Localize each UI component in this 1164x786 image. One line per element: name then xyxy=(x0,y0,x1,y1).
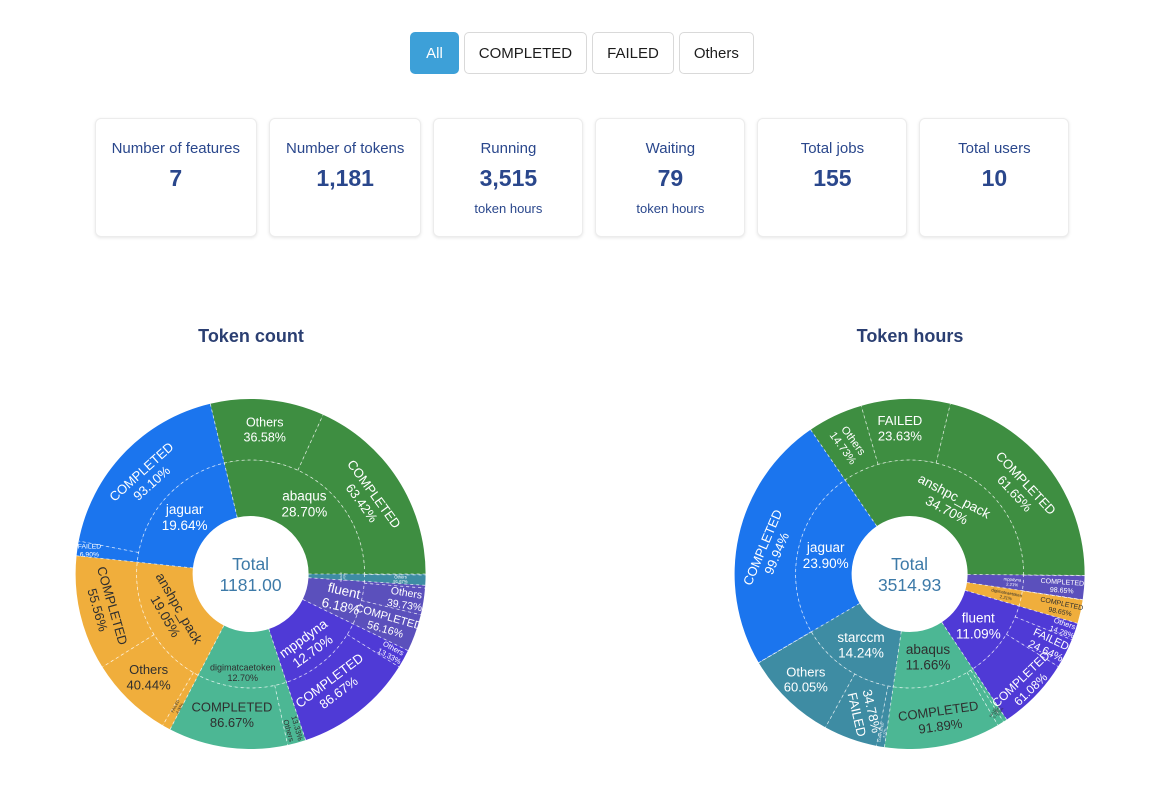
svg-text:starccm1.03%: starccm1.03% xyxy=(339,571,347,582)
svg-text:Others3.00%: Others3.00% xyxy=(993,704,1005,717)
svg-text:digimatcaetoken2.21%: digimatcaetoken2.21% xyxy=(990,587,1023,603)
svg-text:Total: Total xyxy=(232,554,269,574)
svg-text:3514.93: 3514.93 xyxy=(878,575,941,595)
svg-text:COMPLETED98.65%: COMPLETED98.65% xyxy=(1040,578,1085,596)
svg-text:COMPLETED86.67%: COMPLETED86.67% xyxy=(191,700,272,730)
svg-text:Others39.73%: Others39.73% xyxy=(386,585,425,615)
svg-text:mppdyna2.21%: mppdyna2.21% xyxy=(1003,576,1022,587)
svg-text:FAILED5.11%: FAILED5.11% xyxy=(988,706,1001,720)
svg-text:1181.00: 1181.00 xyxy=(220,575,282,595)
svg-text:COMPLETED5.17%: COMPLETED5.17% xyxy=(877,722,888,744)
svg-text:FAILED4.00%: FAILED4.00% xyxy=(170,699,185,716)
svg-text:Total: Total xyxy=(891,554,928,574)
